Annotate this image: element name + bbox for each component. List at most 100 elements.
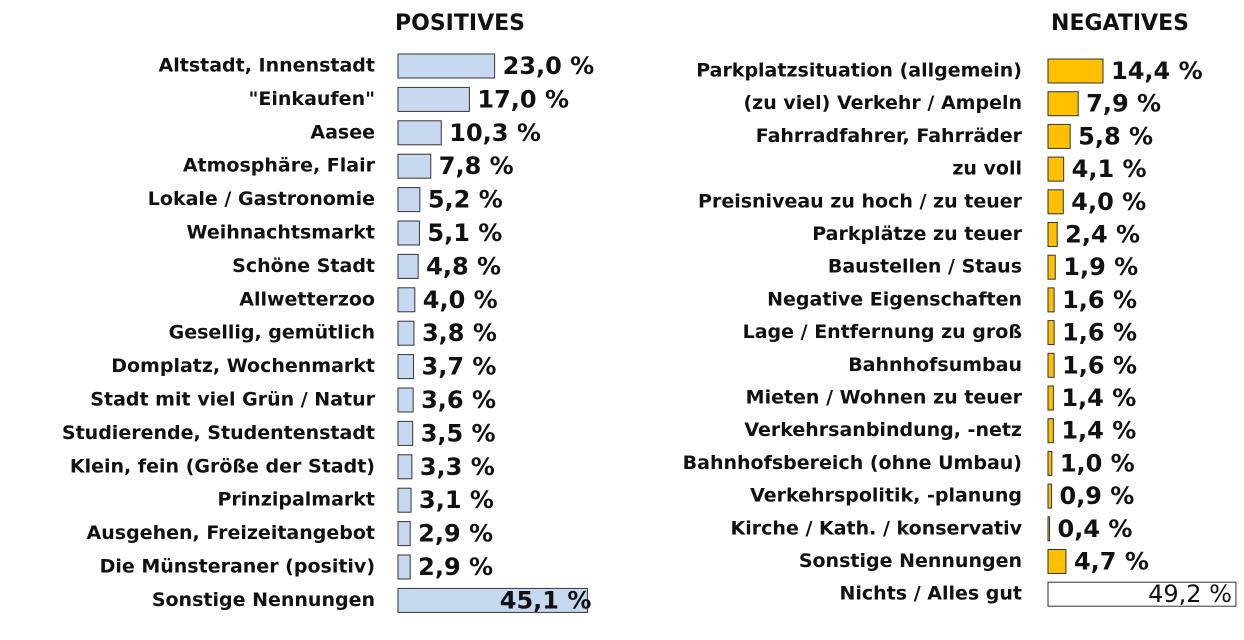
value-label: 1,4 % [1061, 384, 1136, 412]
value-label: 2,9 % [418, 520, 493, 548]
bar [397, 120, 442, 146]
value-label: 1,4 % [1061, 417, 1136, 445]
bar [397, 220, 420, 246]
bar [1047, 222, 1058, 247]
bar [1047, 287, 1055, 313]
bar [1047, 385, 1054, 411]
bar [397, 53, 496, 79]
category-label: Domplatz, Wochenmarkt [111, 355, 375, 377]
bar [397, 420, 414, 446]
value-label: 7,9 % [1086, 90, 1161, 118]
value-label: 0,4 % [1058, 515, 1133, 543]
value-label: 0,9 % [1059, 482, 1134, 510]
category-label: Verkehrsanbindung, -netz [744, 419, 1022, 441]
value-label: 1,6 % [1062, 319, 1137, 347]
category-label: zu voll [952, 158, 1022, 180]
bar [397, 387, 414, 413]
bar [397, 587, 588, 613]
category-label: Kirche / Kath. / konservativ [731, 517, 1023, 539]
bar [1047, 123, 1071, 149]
value-label: 17,0 % [477, 85, 569, 113]
category-label: Atmosphäre, Flair [183, 155, 376, 177]
bar [397, 487, 412, 513]
bar [397, 253, 419, 279]
bar [397, 320, 415, 346]
value-label: 1,6 % [1062, 351, 1137, 379]
bar [1047, 549, 1067, 574]
bar [397, 554, 411, 580]
category-label: Schöne Stadt [232, 255, 375, 277]
value-label: 2,4 % [1065, 221, 1140, 249]
category-label: Preisniveau zu hoch / zu teuer [698, 190, 1023, 212]
value-label: 1,6 % [1062, 286, 1137, 314]
category-label: "Einkaufen" [249, 88, 375, 110]
value-label: 49,2 % [1148, 580, 1232, 608]
category-label: Bahnhofsbereich (ohne Umbau) [683, 452, 1022, 474]
bar [397, 354, 415, 380]
value-label: 23,0 % [503, 52, 595, 80]
category-label: Parkplatzsituation (allgemein) [696, 60, 1022, 82]
value-label: 4,0 % [1071, 188, 1146, 216]
category-label: Parkplätze zu teuer [812, 223, 1022, 245]
bar [1047, 483, 1052, 509]
bar [1047, 581, 1237, 607]
bar [397, 287, 416, 313]
value-label: 5,8 % [1078, 122, 1153, 150]
value-label: 3,7 % [422, 353, 497, 381]
bar [1047, 156, 1065, 182]
category-label: Lokale / Gastronomie [148, 188, 375, 210]
value-label: 1,9 % [1063, 253, 1138, 281]
category-label: Allwetterzoo [239, 288, 375, 310]
value-label: 1,0 % [1060, 449, 1135, 477]
value-label: 3,1 % [419, 486, 494, 514]
value-label: 3,6 % [421, 386, 496, 414]
bar [1047, 418, 1054, 444]
bar [397, 86, 470, 112]
category-label: (zu viel) Verkehr / Ampeln [743, 92, 1022, 114]
chart-title: POSITIVES [395, 11, 525, 36]
value-label: 3,5 % [421, 419, 496, 447]
value-label: 3,8 % [422, 319, 497, 347]
bar [397, 454, 413, 480]
chart-title: NEGATIVES [1051, 11, 1189, 36]
category-label: Klein, fein (Größe der Stadt) [70, 455, 375, 477]
category-label: Bahnhofsumbau [848, 354, 1022, 376]
category-label: Mieten / Wohnen zu teuer [746, 387, 1023, 409]
category-label: Altstadt, Innenstadt [159, 55, 375, 77]
value-label: 7,8 % [439, 152, 514, 180]
value-label: 5,2 % [428, 186, 503, 214]
bar [1047, 58, 1104, 84]
value-label: 4,1 % [1072, 155, 1147, 183]
category-label: Sonstige Nennungen [799, 550, 1022, 572]
category-label: Prinzipalmarkt [217, 489, 375, 511]
value-label: 45,1 % [500, 586, 592, 614]
category-label: Gesellig, gemütlich [169, 322, 375, 344]
bar [1047, 352, 1055, 378]
category-label: Fahrradfahrer, Fahrräder [756, 125, 1023, 147]
category-label: Stadt mit viel Grün / Natur [90, 389, 375, 411]
bar [1047, 189, 1064, 215]
value-label: 14,4 % [1111, 57, 1203, 85]
category-label: Weihnachtsmarkt [187, 222, 375, 244]
value-label: 3,3 % [420, 453, 495, 481]
category-label: Negative Eigenschaften [767, 288, 1022, 310]
category-label: Studierende, Studentenstadt [62, 422, 375, 444]
value-label: 5,1 % [427, 219, 502, 247]
value-label: 2,9 % [418, 553, 493, 581]
value-label: 4,8 % [426, 252, 501, 280]
bar [1047, 320, 1055, 346]
category-label: Lage / Entfernung zu groß [743, 321, 1022, 343]
value-label: 10,3 % [449, 119, 541, 147]
value-label: 4,0 % [423, 286, 498, 314]
category-label: Verkehrspolitik, -planung [750, 485, 1022, 507]
bar [1047, 254, 1056, 280]
category-label: Sonstige Nennungen [152, 589, 375, 611]
category-label: Nichts / Alles gut [839, 583, 1022, 605]
bar [397, 521, 411, 547]
bar [397, 153, 432, 179]
category-label: Aasee [310, 121, 375, 143]
bar [1047, 450, 1053, 476]
category-label: Ausgehen, Freizeitangebot [87, 522, 375, 544]
category-label: Baustellen / Staus [828, 256, 1022, 278]
